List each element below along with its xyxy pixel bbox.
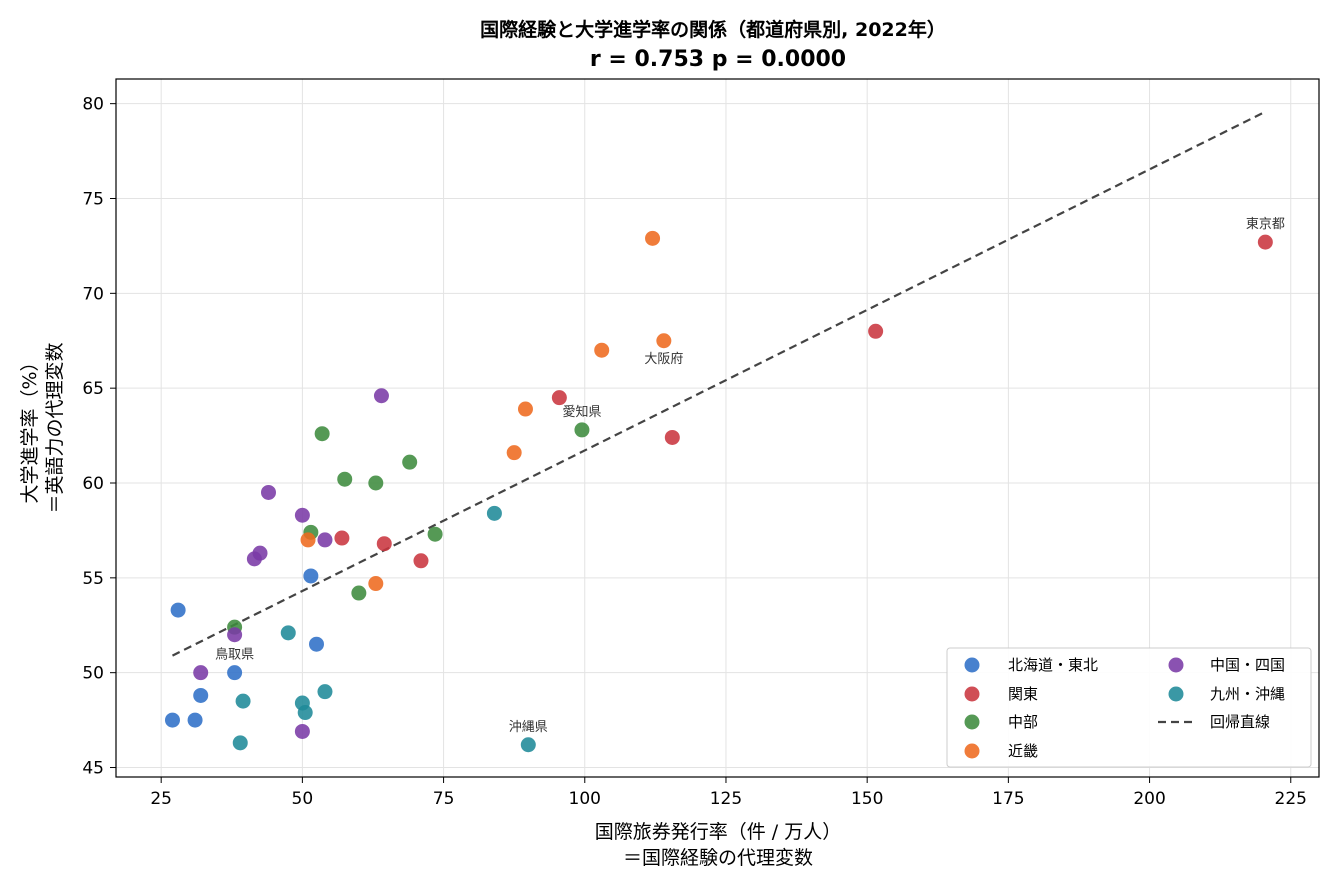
legend-label: 中部: [1008, 713, 1038, 731]
point-annotation: 大阪府: [644, 352, 683, 367]
data-point: [373, 388, 389, 404]
x-tick-label: 125: [710, 789, 742, 809]
data-point: [656, 333, 672, 349]
y-tick-label: 50: [82, 664, 104, 684]
y-tick-label: 75: [82, 189, 104, 209]
data-point: [303, 568, 319, 584]
y-tick-label: 65: [82, 379, 104, 399]
data-point: [300, 532, 316, 548]
x-tick-label: 200: [1133, 789, 1165, 809]
legend-marker: [964, 714, 980, 730]
data-point: [170, 602, 186, 618]
x-tick-label: 50: [292, 789, 314, 809]
data-point: [594, 342, 610, 358]
data-point: [252, 545, 268, 561]
data-point: [280, 625, 296, 641]
data-point: [309, 636, 324, 652]
x-tick-label: 175: [992, 789, 1024, 809]
data-point: [486, 505, 502, 521]
x-tick-label: 100: [569, 789, 601, 809]
x-tick-label: 75: [433, 789, 455, 809]
legend-box: [946, 647, 1312, 768]
data-point: [235, 693, 251, 709]
data-point: [351, 585, 367, 601]
legend-label: 近畿: [1008, 742, 1038, 760]
data-point: [520, 737, 536, 753]
regression-line: [171, 112, 1264, 657]
x-axis-label-sub: ＝国際経験の代理変数: [623, 847, 813, 869]
y-tick-label: 70: [82, 284, 104, 304]
data-point: [506, 445, 522, 461]
legend-label: 九州・沖縄: [1210, 685, 1285, 703]
point-annotation: 東京都: [1246, 216, 1285, 232]
x-tick-label: 150: [851, 789, 883, 809]
data-point: [232, 735, 248, 751]
point-annotation: 沖縄県: [509, 720, 548, 735]
axes-frame: [115, 78, 1320, 778]
point-annotation: 鳥取県: [215, 648, 254, 663]
data-point: [227, 627, 243, 643]
data-point: [645, 230, 661, 246]
legend-marker: [964, 743, 980, 759]
data-point: [517, 401, 533, 417]
legend-label: 回帰直線: [1210, 713, 1270, 731]
data-point: [294, 723, 310, 739]
data-point: [187, 712, 203, 728]
data-point: [297, 705, 313, 721]
x-tick-label: 25: [150, 789, 172, 809]
data-point: [574, 422, 590, 438]
data-point: [402, 454, 418, 470]
legend-marker: [1168, 657, 1184, 673]
point-annotation: 愛知県: [562, 404, 601, 420]
chart-subtitle: r = 0.753 p = 0.0000: [590, 47, 846, 72]
axis-ticks: 25 50 75 100 125 150 175 200 225 45 50 55 60 65 70 75 80: [82, 95, 1307, 809]
data-point: [193, 687, 209, 703]
data-point: [413, 553, 429, 569]
data-point: [317, 532, 333, 548]
data-point: [260, 484, 276, 500]
data-point: [314, 426, 330, 442]
data-point: [427, 526, 443, 542]
data-point: [868, 323, 884, 339]
data-point: [368, 576, 384, 592]
data-point: [551, 390, 567, 406]
data-point: [1257, 234, 1273, 250]
data-point: [294, 507, 310, 523]
legend-marker: [964, 686, 980, 702]
data-point: [317, 684, 333, 700]
data-point: [337, 471, 353, 487]
data-point: [227, 665, 243, 681]
y-axis-label-sub: ＝英語力の代理変数: [44, 342, 66, 513]
y-axis-label: 大学進学率（%）: [19, 352, 41, 503]
legend-label: 関東: [1008, 685, 1038, 703]
data-point: [164, 712, 180, 728]
y-tick-label: 55: [82, 569, 104, 589]
data-point: [376, 536, 392, 552]
legend-label: 中国・四国: [1210, 656, 1285, 674]
y-tick-label: 80: [82, 95, 104, 115]
x-tick-label: 225: [1275, 789, 1307, 809]
x-axis-label: 国際旅券発行率（件 / 万人）: [595, 821, 841, 843]
y-tick-label: 60: [82, 474, 104, 494]
data-point: [193, 665, 209, 681]
data-point: [368, 475, 384, 491]
legend-marker: [964, 657, 980, 673]
legend-label: 北海道・東北: [1008, 656, 1098, 674]
y-tick-label: 45: [82, 759, 104, 779]
chart-title: 国際経験と大学進学率の関係（都道府県別, 2022年）: [480, 18, 946, 41]
data-point: [334, 530, 350, 546]
data-point: [664, 429, 680, 445]
legend-marker: [1168, 686, 1184, 702]
